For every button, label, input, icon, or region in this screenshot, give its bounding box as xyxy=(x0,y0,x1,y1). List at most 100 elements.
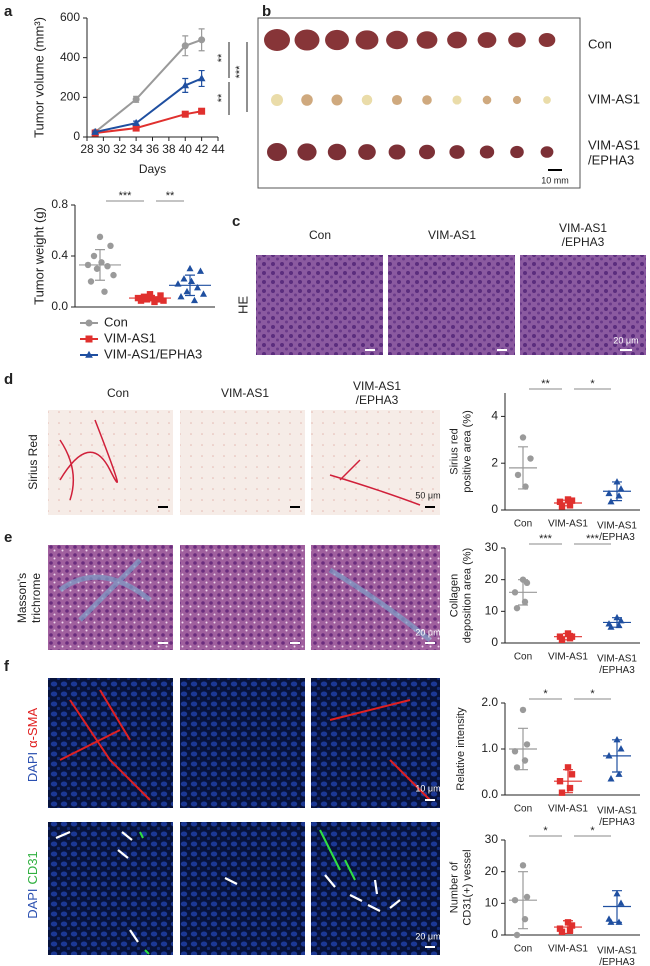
scale-bars xyxy=(158,169,632,948)
data-point xyxy=(519,862,527,869)
sd-bar xyxy=(145,294,155,302)
significance: *** xyxy=(586,533,600,545)
column-label: VIM-AS1/EPHA3 xyxy=(559,221,607,249)
data-point xyxy=(181,42,189,50)
y-tick-label: 10 xyxy=(485,896,499,910)
data-point xyxy=(101,288,108,295)
tumor-photo xyxy=(510,145,524,159)
data-point xyxy=(513,764,521,771)
sd-bar xyxy=(563,632,573,641)
data-point xyxy=(568,771,576,778)
data-point xyxy=(566,635,574,642)
row-label: Con xyxy=(588,36,612,51)
data-point xyxy=(558,636,566,644)
legend-label: Con xyxy=(104,314,128,329)
data-point xyxy=(523,893,531,901)
sd-bar xyxy=(612,481,622,502)
data-point xyxy=(519,434,527,441)
x-tick-label: VIM-AS1 xyxy=(548,804,588,815)
tumor-photo xyxy=(422,95,432,105)
data-point xyxy=(617,745,625,752)
data-point xyxy=(110,271,117,279)
data-point xyxy=(613,478,621,485)
sd-bar xyxy=(612,890,622,923)
y-tick-label: 20 xyxy=(485,864,499,878)
data-point xyxy=(564,496,572,503)
y-axis-label: Sirius redpositive area (%) xyxy=(449,410,474,493)
data-point xyxy=(196,267,205,274)
tumor-photo xyxy=(447,31,467,49)
series-line xyxy=(94,38,202,133)
data-point xyxy=(566,784,574,792)
y-tick-label: 2 xyxy=(491,455,498,469)
scale-label: 20 μm xyxy=(613,335,638,345)
panel-label: f xyxy=(4,658,10,675)
data-point xyxy=(568,922,576,929)
data-point xyxy=(523,741,531,748)
tumor-photo xyxy=(361,94,373,106)
series-line xyxy=(95,110,202,135)
sd-bar xyxy=(518,446,528,490)
sd-bar xyxy=(563,769,573,794)
data-point xyxy=(513,604,521,612)
column-label: VIM-AS1 xyxy=(428,228,476,242)
x-tick-label: Con xyxy=(514,804,532,815)
y-tick-label: 600 xyxy=(60,10,80,24)
stain-label: Masson'strichrome xyxy=(15,573,43,623)
data-point xyxy=(511,748,519,755)
data-point xyxy=(607,623,615,630)
data-point xyxy=(193,284,202,291)
sd-bar xyxy=(518,579,528,606)
y-tick-label: 10 xyxy=(485,604,499,618)
significance: *** xyxy=(234,65,246,79)
data-point xyxy=(519,706,527,714)
data-point xyxy=(558,503,566,510)
tumor-photo xyxy=(264,29,290,51)
legend-label: VIM-AS1/EPHA3 xyxy=(104,346,202,361)
data-point xyxy=(613,613,621,621)
legend-label: VIM-AS1 xyxy=(104,330,156,345)
x-tick-label: 38 xyxy=(162,142,176,156)
data-point xyxy=(160,297,167,304)
data-point xyxy=(104,263,111,270)
data-point xyxy=(180,275,188,282)
significance: * xyxy=(590,825,595,837)
y-tick-label: 0 xyxy=(491,927,498,941)
tumor-photo xyxy=(271,94,283,106)
data-point xyxy=(198,36,206,44)
significance: * xyxy=(590,688,595,700)
y-tick-label: 400 xyxy=(60,50,80,64)
x-tick-label: VIM-AS1/EPHA3 xyxy=(597,653,637,676)
x-tick-label: VIM-AS1 xyxy=(548,652,588,663)
tumor-photo xyxy=(388,144,406,160)
panel-label: b xyxy=(262,3,271,20)
tumor-photo xyxy=(327,143,347,161)
stain-marker: CD31 xyxy=(25,851,40,884)
data-point xyxy=(605,752,613,759)
scale-label: 10 μm xyxy=(415,783,440,793)
data-point xyxy=(199,290,208,297)
x-tick-label: Con xyxy=(514,652,532,663)
column-label: Con xyxy=(309,228,331,242)
x-tick-label: 40 xyxy=(179,142,193,156)
data-point xyxy=(556,498,564,506)
y-tick-label: 1.0 xyxy=(481,741,498,755)
tumor-photo xyxy=(543,96,551,104)
x-tick-label: Con xyxy=(514,519,532,530)
tumor-photo xyxy=(325,29,349,51)
data-point xyxy=(527,455,534,462)
data-point xyxy=(183,287,191,295)
significance: ** xyxy=(216,93,228,102)
y-tick-label: 30 xyxy=(485,832,499,846)
data-point xyxy=(151,298,158,306)
y-axis-label: Number ofCD31(+) vessel xyxy=(449,849,474,925)
legend-marker xyxy=(85,350,93,358)
data-point xyxy=(607,497,615,505)
data-point xyxy=(514,471,522,479)
y-tick-label: 30 xyxy=(485,540,499,554)
data-point xyxy=(558,789,566,796)
data-point xyxy=(107,242,114,249)
x-tick-label: VIM-AS1/EPHA3 xyxy=(597,805,637,828)
legend-marker xyxy=(85,319,93,327)
